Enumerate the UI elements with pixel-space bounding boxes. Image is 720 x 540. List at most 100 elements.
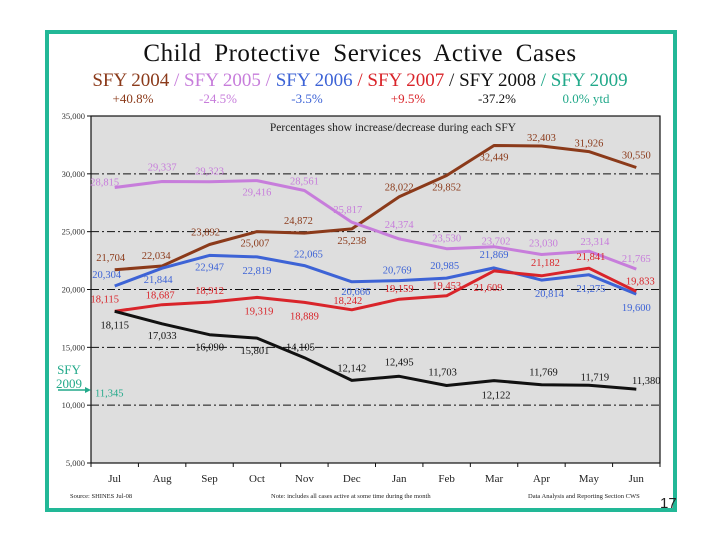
data-label-sfy2006: 20,985 — [430, 261, 459, 272]
y-tick-label: 5,000 — [66, 458, 85, 468]
data-label-sfy2008: 15,801 — [241, 346, 270, 357]
series-line-sfy2005 — [114, 179, 637, 271]
data-label-sfy2006: 21,275 — [576, 284, 605, 295]
data-label-sfy2005: 23,702 — [482, 237, 511, 248]
arrow-icon — [58, 387, 91, 393]
legend-item-sfy2009: SFY 2009 — [550, 70, 628, 91]
data-label-sfy2005: 23,030 — [529, 238, 558, 249]
legend-item-sfy2007: SFY 2007 — [367, 70, 445, 91]
data-label-sfy2007: 18,687 — [146, 291, 175, 302]
data-label-sfy2005: 28,561 — [290, 176, 319, 187]
data-label-sfy2008: 11,769 — [529, 368, 558, 379]
y-tick-label: 30,000 — [62, 169, 85, 179]
y-tick-label: 15,000 — [62, 342, 85, 352]
data-label-sfy2007: 19,319 — [245, 306, 274, 317]
x-tick-label: Jun — [629, 473, 645, 485]
x-tick-label: Oct — [249, 473, 265, 485]
series-line-sfy2004 — [114, 144, 637, 272]
x-tick-label: Apr — [533, 473, 550, 485]
x-tick-label: Nov — [295, 473, 314, 485]
data-label-sfy2006: 22,819 — [243, 266, 272, 277]
data-label-sfy2005: 29,323 — [195, 167, 224, 178]
data-label-sfy2004: 32,403 — [527, 133, 556, 144]
x-tick-label: Jan — [392, 473, 407, 485]
data-label-sfy2005: 29,416 — [243, 188, 272, 199]
x-tick-label: Aug — [153, 473, 172, 485]
y-tick-label: 25,000 — [62, 227, 85, 237]
data-label-sfy2007: 18,912 — [195, 286, 224, 297]
data-label-sfy2008: 12,495 — [385, 357, 414, 368]
y-tick-label: 35,000 — [62, 111, 85, 121]
data-label-sfy2004: 31,926 — [574, 139, 603, 150]
x-tick-label: May — [579, 473, 600, 485]
footer-section: Data Analysis and Reporting Section CWS — [528, 493, 640, 500]
data-label-sfy2004: 21,704 — [96, 253, 126, 264]
data-label-sfy2008: 17,033 — [148, 331, 177, 342]
data-label-sfy2008: 12,142 — [337, 363, 366, 374]
data-label-sfy2005: 28,815 — [90, 178, 119, 189]
chart-title: Child Protective Services Active Cases — [143, 40, 577, 67]
legend-separator: / — [169, 70, 185, 91]
data-label-sfy2006: 20,769 — [383, 266, 412, 277]
slide-frame — [45, 30, 677, 512]
x-tick-label: Sep — [201, 473, 218, 485]
series-line-sfy2006 — [114, 253, 637, 296]
data-label-sfy2004: 32,449 — [480, 153, 509, 164]
data-label-sfy2007: 18,242 — [333, 296, 362, 307]
data-label-sfy2007: 19,453 — [432, 281, 461, 292]
pct-sfy2006: -3.5% — [291, 91, 323, 106]
data-label-sfy2004: 29,852 — [432, 183, 461, 194]
legend-separator: / — [535, 70, 551, 91]
data-label-sfy2007: 21,609 — [474, 283, 503, 294]
data-label-sfy2004: 23,892 — [191, 227, 220, 238]
data-label-sfy2008: 11,380 — [632, 376, 661, 387]
pct-sfy2007: +9.5% — [390, 91, 426, 106]
data-label-sfy2007: 19,833 — [626, 276, 655, 287]
data-label-sfy2007: 18,115 — [90, 294, 119, 305]
data-label-sfy2006: 22,065 — [294, 250, 323, 261]
legend-item-sfy2006: SFY 2006 — [275, 70, 353, 91]
data-label-sfy2009: 11,345 — [95, 389, 124, 400]
data-label-sfy2008: 11,703 — [428, 367, 457, 378]
data-label-sfy2008: 14,105 — [286, 343, 315, 354]
legend-separator: / — [260, 70, 276, 91]
callout-line1: SFY — [57, 362, 81, 377]
series-line-sfy2008 — [114, 309, 637, 391]
x-tick-label: Feb — [438, 473, 455, 485]
data-label-sfy2005: 21,765 — [622, 254, 651, 265]
data-label-sfy2006: 20,666 — [341, 287, 370, 298]
data-label-sfy2007: 19,159 — [385, 284, 414, 295]
data-label-sfy2008: 16,090 — [195, 343, 224, 354]
data-label-sfy2006: 21,869 — [480, 250, 509, 261]
data-label-sfy2004: 22,034 — [142, 251, 172, 262]
pct-sfy2009: 0.0% ytd — [562, 91, 610, 106]
data-label-sfy2005: 25,817 — [333, 205, 362, 216]
y-tick-label: 20,000 — [62, 285, 85, 295]
footer-source: Source: SHINES Jul-08 — [70, 493, 133, 500]
pct-sfy2004: +40.8% — [112, 91, 154, 106]
x-tick-label: Mar — [485, 473, 504, 485]
pct-sfy2005: -24.5% — [199, 91, 237, 106]
data-label-sfy2006: 20,814 — [535, 289, 565, 300]
data-label-sfy2007: 21,841 — [576, 252, 605, 263]
callout-line2: 2009 — [56, 376, 82, 391]
data-label-sfy2004: 24,872 — [284, 216, 313, 227]
data-label-sfy2006: 19,600 — [622, 303, 651, 314]
data-label-sfy2008: 11,719 — [581, 372, 610, 383]
data-label-sfy2006: 22,947 — [195, 262, 224, 273]
legend-separator: / — [352, 70, 368, 91]
x-tick-label: Jul — [108, 473, 121, 485]
data-label-sfy2005: 23,530 — [432, 234, 461, 245]
data-label-sfy2005: 24,374 — [385, 220, 415, 231]
x-tick-label: Dec — [343, 473, 361, 485]
page-number: 17 — [660, 495, 677, 512]
data-label-sfy2008: 18,115 — [100, 320, 129, 331]
legend: SFY 2004 / SFY 2005 / SFY 2006 / SFY 200… — [0, 70, 720, 92]
y-tick-label: 10,000 — [62, 400, 85, 410]
series-line-sfy2007 — [114, 266, 637, 313]
legend-item-sfy2005: SFY 2005 — [184, 70, 261, 91]
data-label-sfy2004: 25,007 — [241, 239, 270, 250]
legend-item-sfy2004: SFY 2004 — [92, 70, 170, 91]
legend-item-sfy2008: SFY 2008 — [459, 70, 536, 91]
